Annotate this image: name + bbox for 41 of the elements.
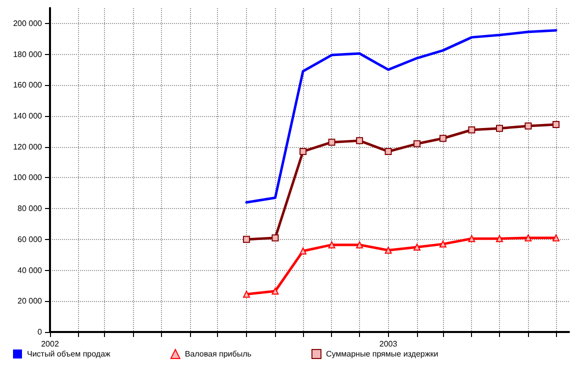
y-tick-label: 60 000	[18, 234, 43, 244]
point	[242, 290, 250, 298]
x-tick-label: 2003	[379, 340, 398, 348]
y-tick-label: 100 000	[13, 173, 43, 182]
y-tick-label: 200 000	[13, 18, 43, 28]
point	[272, 288, 279, 295]
y-tick-label: 20 000	[18, 296, 43, 306]
y-tick-label: 180 000	[13, 50, 43, 59]
point	[468, 235, 476, 242]
point	[300, 148, 307, 155]
legend-label: Валовая прибыль	[184, 350, 252, 358]
point	[496, 124, 503, 132]
point	[524, 122, 532, 130]
point	[439, 240, 446, 248]
point	[328, 241, 336, 248]
y-tick-label: 120 000	[13, 142, 43, 152]
y-tick-label: 80 000	[18, 204, 43, 214]
point	[552, 234, 560, 242]
point	[356, 241, 364, 248]
legend-label: Чистый объем продаж	[27, 350, 112, 358]
point	[384, 148, 392, 155]
point	[300, 248, 307, 254]
x-tick-label: 2002	[41, 340, 60, 348]
point	[414, 140, 421, 148]
legend-label: Суммарные прямые издержки	[326, 350, 438, 358]
y-tick-label: 160 000	[13, 80, 43, 90]
point	[414, 244, 421, 251]
point	[468, 126, 476, 134]
point	[439, 134, 446, 142]
point	[384, 246, 392, 254]
point	[496, 235, 503, 242]
point	[242, 236, 250, 243]
line-series	[245, 29, 558, 204]
point	[328, 138, 336, 146]
point	[356, 137, 364, 144]
point	[552, 120, 560, 128]
point	[272, 234, 279, 242]
point	[524, 234, 532, 242]
y-tick-label: 0	[38, 328, 43, 336]
y-tick-label: 140 000	[13, 112, 43, 120]
y-tick-label: 40 000	[18, 266, 43, 275]
